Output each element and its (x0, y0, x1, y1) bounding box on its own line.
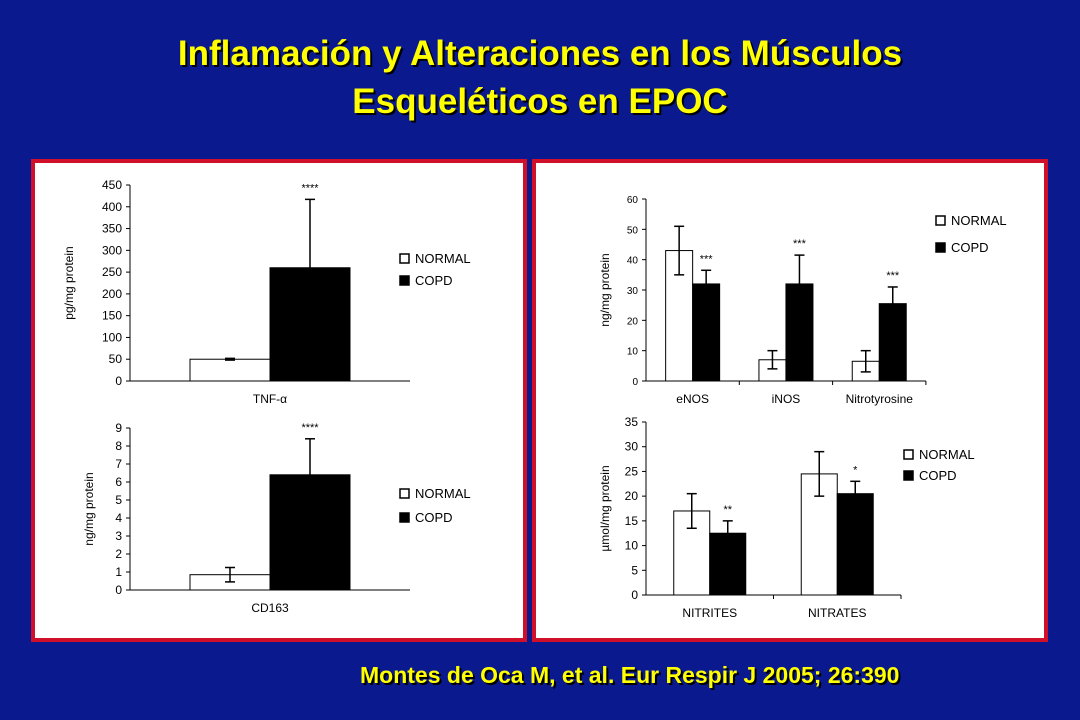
cd163-y-tick-label: 4 (115, 511, 122, 525)
cd163-legend-label-normal: NORMAL (415, 486, 471, 501)
cd163-y-tick-label: 0 (115, 583, 122, 597)
tnf-y-tick-label: 200 (102, 287, 122, 301)
left-chart-panel: 0 50 100 150 200 250 300 350 400 450 TNF-α **** pg/m… (31, 159, 527, 642)
tnf-significance-label: **** (301, 182, 319, 194)
tnf-y-tick-label: 150 (102, 309, 122, 323)
cd163-legend-label-copd: COPD (415, 510, 453, 525)
nitrites-y-tick-label: 15 (625, 514, 639, 528)
cd163-y-tick-label: 5 (115, 493, 122, 507)
cd163-significance-label: **** (301, 422, 319, 434)
cd163-y-tick-label: 9 (115, 421, 122, 435)
tnf-y-tick-label: 250 (102, 265, 122, 279)
tnf-y-tick-label: 450 (102, 178, 122, 192)
nos-legend-label-normal: NORMAL (951, 213, 1007, 228)
slide-title-line1: Inflamación y Alteraciones en los Múscul… (177, 34, 903, 73)
cd163-x-tick-label: CD163 (251, 601, 289, 615)
nitrites-significance-label: * (853, 464, 858, 476)
nos-x-tick-label: eNOS (676, 392, 709, 406)
tnf-legend-label-normal: NORMAL (415, 251, 471, 266)
nos-bar-copd (692, 283, 721, 382)
nos-significance-label: *** (886, 270, 900, 282)
nos-x-tick-label: Nitrotyrosine (846, 392, 914, 406)
nitrites-y-axis-label: µmol/mg protein (598, 465, 612, 551)
nitrites-legend-label-normal: NORMAL (919, 447, 975, 462)
cd163-legend-swatch-normal (399, 488, 410, 499)
tnf-legend-swatch-copd (399, 275, 410, 286)
nos-y-tick-label: 60 (627, 195, 639, 206)
citation: Montes de Oca M, et al. Eur Respir J 200… (360, 662, 900, 688)
nitrites-legend-label-copd: COPD (919, 468, 957, 483)
tnf-y-axis-label: pg/mg protein (62, 246, 76, 319)
nos-legend-swatch-normal (935, 215, 946, 226)
tnf-y-tick-label: 100 (102, 330, 122, 344)
tnf-bar-normal (189, 358, 271, 382)
tnf-y-tick-label: 0 (115, 374, 122, 388)
nitrites-legend-swatch-copd (903, 470, 914, 481)
nos-legend-swatch-copd (935, 242, 946, 253)
nitrites-x-tick-label: NITRITES (682, 606, 737, 620)
tnf-legend-label-copd: COPD (415, 273, 453, 288)
tnf-y-tick-label: 300 (102, 243, 122, 257)
nitrites-y-tick-label: 10 (625, 539, 639, 553)
nos-y-tick-label: 40 (627, 256, 639, 267)
tnf-y-tick-label: 350 (102, 222, 122, 236)
nitrites-y-tick-label: 5 (631, 563, 638, 577)
cd163-y-tick-label: 2 (115, 547, 122, 561)
tnf-legend-swatch-normal (399, 253, 410, 264)
nos-x-tick-label: iNOS (772, 392, 801, 406)
nitrites-x-tick-label: NITRATES (808, 606, 866, 620)
nos-y-tick-label: 30 (627, 286, 639, 297)
nos-legend-label-copd: COPD (951, 240, 989, 255)
tnf-y-tick-label: 50 (109, 352, 123, 366)
nitrites-significance-label: ** (723, 504, 732, 516)
cd163-y-tick-label: 6 (115, 475, 122, 489)
cd163-y-tick-label: 1 (115, 565, 122, 579)
left-charts-svg: 050100150200250300350400450TNF-α****pg/m… (62, 178, 471, 615)
tnf-y-tick-label: 400 (102, 200, 122, 214)
cd163-legend-swatch-copd (399, 512, 410, 523)
nos-y-tick-label: 0 (632, 377, 638, 388)
nos-y-tick-label: 10 (627, 347, 639, 358)
cd163-y-tick-label: 8 (115, 439, 122, 453)
nitrites-bar-copd (836, 493, 874, 596)
nitrites-y-tick-label: 20 (625, 489, 639, 503)
nos-significance-label: *** (700, 253, 714, 265)
nitrites-y-tick-label: 25 (625, 464, 639, 478)
cd163-y-axis-label: ng/mg protein (82, 472, 96, 545)
right-chart-panel: 0 10 20 30 40 50 60 eNOS iNOS Nitrotyrosine *** ***… (532, 159, 1048, 642)
tnf-x-tick-label: TNF-α (253, 392, 287, 406)
cd163-y-tick-label: 3 (115, 529, 122, 543)
nitrites-y-tick-label: 30 (625, 440, 639, 454)
cd163-y-tick-label: 7 (115, 457, 122, 471)
slide-title-line2: Esqueléticos en EPOC (352, 82, 728, 121)
nos-significance-label: *** (793, 238, 807, 250)
nos-y-tick-label: 50 (627, 225, 639, 236)
nitrites-y-tick-label: 0 (631, 588, 638, 602)
nitrites-y-tick-label: 35 (625, 415, 639, 429)
nitrites-legend-swatch-normal (903, 449, 914, 460)
nos-y-tick-label: 20 (627, 316, 639, 327)
nos-y-axis-label: ng/mg protein (598, 253, 612, 326)
